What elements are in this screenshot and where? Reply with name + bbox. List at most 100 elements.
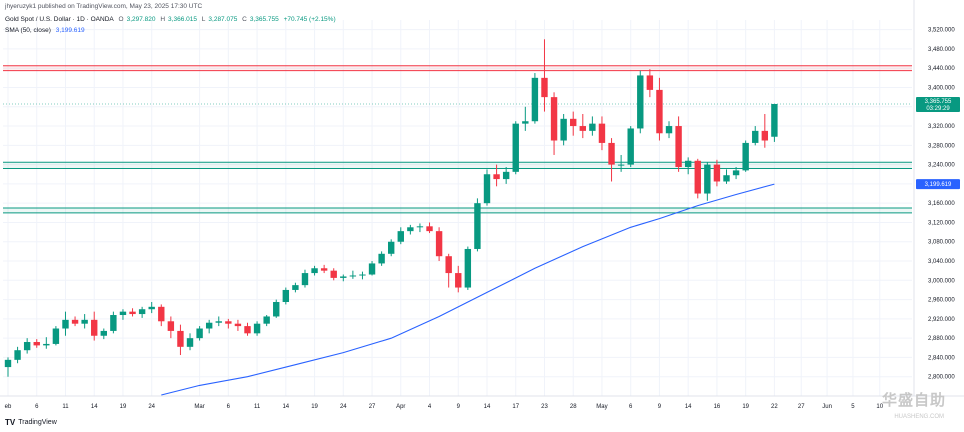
open-label: O (118, 16, 124, 23)
candle-body (177, 330, 184, 347)
candle-body (158, 306, 165, 322)
candle (637, 70, 644, 134)
price-axis[interactable]: 2,800.000 2,840.000 2,880.000 2,920.000 2,96… (913, 0, 955, 396)
candle-body (196, 328, 203, 339)
candle (474, 198, 481, 252)
candle (138, 306, 146, 318)
candle-body (244, 326, 251, 334)
sma-tag-value: 3,199.619 (925, 182, 952, 188)
candle-body (14, 350, 21, 360)
tradingview-brand[interactable]: TV TradingView (5, 418, 57, 427)
time-tick-label: Mar (194, 404, 204, 410)
candle (608, 138, 615, 182)
candle (579, 114, 586, 139)
candle-body (570, 118, 577, 127)
time-tick-label: 9 (457, 404, 461, 410)
price-tick-label: 2,840.000 (928, 355, 955, 361)
candle-body (522, 121, 529, 124)
candle-body (732, 170, 740, 176)
candle-body (388, 241, 395, 254)
candle (426, 222, 433, 234)
candle-body (330, 270, 337, 278)
candle-body (186, 338, 194, 347)
price-tick-label: 3,120.000 (928, 220, 955, 226)
candle (512, 121, 519, 175)
candle-body (138, 309, 146, 315)
price-tick-label: 2,960.000 (928, 298, 955, 304)
sma-legend[interactable]: SMA (50, close) 3,199.619 (5, 27, 88, 34)
price-tick-label: 2,880.000 (928, 336, 955, 342)
candle (320, 264, 328, 274)
candle-body (512, 123, 519, 172)
support-zone (3, 162, 912, 169)
candle-body (340, 276, 347, 278)
candle (752, 126, 759, 146)
candle-body (531, 77, 539, 122)
candle (416, 223, 424, 233)
time-tick-label: 23 (541, 404, 548, 410)
candle (158, 304, 165, 327)
publish-info: jhyeruzyk1 published on TradingView.com,… (5, 3, 203, 10)
candle-body (349, 275, 357, 277)
candle (71, 316, 79, 327)
candle-body (110, 315, 117, 331)
watermark-logo: 华盛自助 (881, 392, 946, 409)
time-tick-label: 17 (512, 404, 519, 410)
candle-body (617, 164, 625, 166)
candle (340, 274, 347, 282)
time-tick-label: 9 (658, 404, 662, 410)
candle (378, 251, 385, 266)
candle-body (62, 319, 69, 329)
candle-body (723, 175, 730, 182)
candle (550, 92, 558, 155)
time-tick-label: 14 (282, 404, 289, 410)
candle (761, 114, 769, 148)
candle-body (694, 160, 701, 194)
candle (33, 339, 40, 348)
price-tick-label: 2,920.000 (928, 317, 955, 323)
candle (129, 308, 136, 317)
candle-body (455, 273, 462, 288)
candle (167, 316, 175, 339)
open-value: 3,297.820 (126, 16, 156, 23)
candle-body (91, 319, 98, 336)
candle-body (23, 342, 31, 351)
time-tick-label: 19 (120, 404, 127, 410)
candle-body (675, 126, 682, 168)
price-tick-label: 3,080.000 (928, 240, 955, 246)
candle (234, 319, 242, 331)
time-tick-label: 14 (484, 404, 491, 410)
candle (455, 265, 462, 293)
time-tick-label: 6 (35, 404, 39, 410)
current-price-tag (916, 96, 960, 112)
price-tick-label: 3,400.000 (928, 85, 955, 91)
candle (100, 328, 107, 340)
candle (177, 324, 184, 356)
candle (14, 346, 21, 364)
candle (91, 311, 98, 341)
support-zone (3, 208, 912, 213)
candle-body (225, 321, 232, 324)
candle (407, 224, 414, 235)
candle-body (167, 321, 175, 331)
candle-body (311, 268, 318, 274)
candle-body (416, 226, 424, 228)
candle-body (550, 97, 558, 141)
time-tick-label: 24 (340, 404, 347, 410)
candle (656, 77, 663, 141)
symbol-legend[interactable]: Gold Spot / U.S. Dollar · 1D · OANDA O 3,… (5, 16, 339, 23)
candle-body (483, 174, 491, 204)
candle-body (119, 311, 127, 316)
candle-body (234, 323, 242, 327)
time-axis[interactable]: eb 6 11 14 19 24 Mar 6 11 14 19 24 27 Apr 4 9 14 17 23 28 Ma… (0, 395, 964, 410)
candle-body (426, 226, 433, 232)
candle (301, 269, 309, 288)
candle-body (713, 164, 721, 182)
candle (263, 315, 270, 327)
symbol-name: Gold Spot / U.S. Dollar · 1D · OANDA (5, 16, 114, 23)
tradingview-logo-icon: TV (5, 418, 16, 427)
time-tick-label: 6 (629, 404, 633, 410)
candle (560, 114, 567, 146)
candle-body (656, 89, 663, 134)
